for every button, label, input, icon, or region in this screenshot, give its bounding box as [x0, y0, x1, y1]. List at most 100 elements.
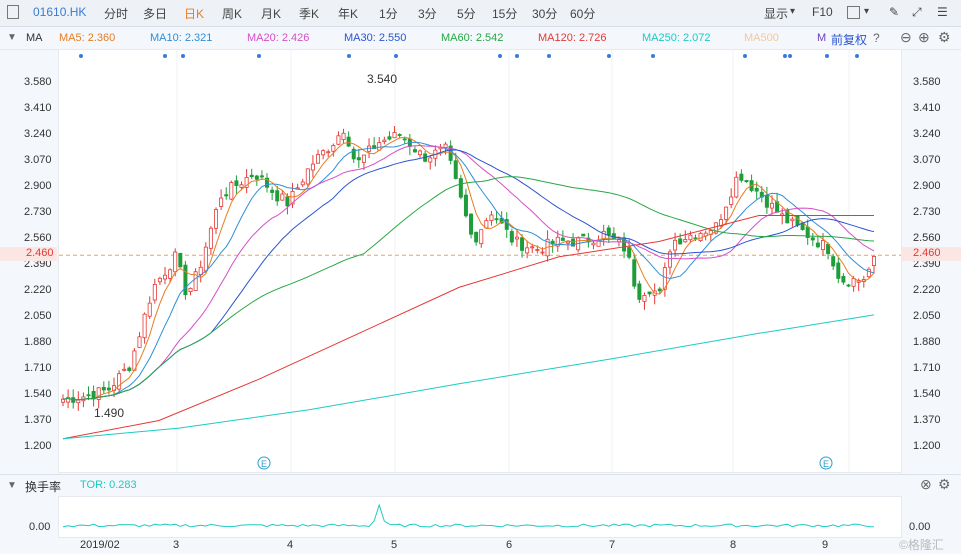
- tab-intraday[interactable]: 分时: [104, 7, 129, 21]
- display-menu[interactable]: 显示: [764, 7, 789, 21]
- tab-weekly-k[interactable]: 周K: [222, 7, 243, 21]
- ma-line: [62, 144, 875, 401]
- candle-body: [122, 368, 127, 371]
- candle-body: [157, 277, 162, 283]
- help-icon[interactable]: ?: [873, 31, 880, 45]
- candle-body: [540, 251, 545, 254]
- tab-5min[interactable]: 5分: [457, 7, 476, 21]
- candle-body: [693, 237, 698, 240]
- turnover-line: [62, 503, 875, 528]
- expand-icon[interactable]: ⤢: [912, 5, 922, 19]
- candle-body: [866, 268, 871, 278]
- ma-more-value: M: [817, 32, 827, 44]
- candle-body: [336, 135, 341, 145]
- candle-body: [259, 175, 264, 178]
- tab-monthly-k[interactable]: 月K: [261, 7, 282, 21]
- price-tick: 1.880: [24, 336, 52, 348]
- price-tick: 3.410: [24, 102, 52, 114]
- pencil-icon[interactable]: ✎: [889, 5, 900, 19]
- turnover-tick-right: 0.00: [909, 521, 931, 533]
- more-icon[interactable]: ☰: [937, 5, 948, 19]
- collapse-icon[interactable]: ▼: [7, 32, 17, 43]
- event-dot: [394, 54, 398, 58]
- close-icon[interactable]: ⊗: [920, 476, 932, 492]
- x-label: 7: [609, 539, 616, 551]
- tab-quarterly-k[interactable]: 季K: [299, 7, 320, 21]
- candle-body: [163, 274, 168, 280]
- candle-body: [764, 194, 769, 208]
- candle-body: [61, 398, 66, 403]
- candle-body: [851, 278, 856, 287]
- chevron-down-icon[interactable]: ▾: [864, 6, 870, 17]
- tab-1min[interactable]: 1分: [379, 7, 398, 21]
- tab-15min[interactable]: 15分: [492, 7, 518, 21]
- sidebar-toggle-icon[interactable]: [7, 5, 19, 19]
- adjust-button[interactable]: 前复权: [831, 33, 868, 47]
- candle-body: [729, 196, 734, 205]
- candle-body: [275, 190, 280, 202]
- candle-body: [509, 231, 514, 243]
- price-tick: 2.900: [24, 180, 52, 192]
- candle-body: [739, 173, 744, 181]
- price-tick: 3.070: [913, 154, 941, 166]
- candle-body: [571, 238, 576, 247]
- checkbox-icon[interactable]: [847, 6, 860, 19]
- candle-body: [836, 262, 841, 279]
- candle-body: [463, 194, 468, 217]
- candle-body: [831, 256, 836, 267]
- candle-body: [356, 157, 361, 161]
- candle-body: [173, 251, 178, 273]
- candle-body: [535, 249, 540, 251]
- candle-body: [346, 136, 351, 147]
- gear-icon[interactable]: ⚙: [938, 29, 951, 45]
- candle-body: [759, 191, 764, 198]
- price-tick: 3.240: [24, 128, 52, 140]
- candle-body: [627, 247, 632, 258]
- e-marker-icon[interactable]: [257, 456, 271, 470]
- ma-line: [62, 141, 875, 401]
- turnover-chart[interactable]: [58, 496, 902, 538]
- event-dot: [825, 54, 829, 58]
- e-marker-icon[interactable]: [819, 456, 833, 470]
- candle-body: [412, 149, 417, 153]
- candle-body: [265, 177, 270, 188]
- turnover-title[interactable]: 换手率: [25, 480, 62, 494]
- candle-body: [581, 233, 586, 237]
- minus-circle-icon[interactable]: ⊖: [900, 29, 912, 45]
- candle-body: [392, 132, 397, 139]
- candle-body: [96, 387, 101, 400]
- tab-daily-k[interactable]: 日K: [184, 7, 205, 21]
- price-tick: 3.580: [913, 76, 941, 88]
- collapse-icon[interactable]: ▼: [7, 480, 17, 491]
- candle-body: [224, 194, 229, 197]
- price-tick: 1.200: [24, 440, 52, 452]
- f10-button[interactable]: F10: [812, 5, 833, 19]
- candle-body: [254, 175, 259, 180]
- candle-body: [688, 234, 693, 241]
- candle-body: [341, 132, 346, 141]
- gear-icon[interactable]: ⚙: [938, 476, 951, 492]
- candle-body: [815, 242, 820, 248]
- candle-body: [469, 213, 474, 235]
- ma-label[interactable]: MA: [26, 32, 43, 44]
- event-dot: [607, 54, 611, 58]
- chevron-down-icon[interactable]: ▾: [790, 6, 796, 17]
- candle-body: [647, 291, 652, 295]
- tab-30min[interactable]: 30分: [532, 7, 558, 21]
- price-tick: 1.880: [913, 336, 941, 348]
- plus-circle-icon[interactable]: ⊕: [918, 29, 930, 45]
- x-label: 6: [506, 539, 513, 551]
- tab-60min[interactable]: 60分: [570, 7, 596, 21]
- tab-multiday[interactable]: 多日: [143, 7, 168, 21]
- candle-body: [305, 168, 310, 185]
- tab-3min[interactable]: 3分: [418, 7, 437, 21]
- ma30-value: MA30: 2.550: [344, 32, 407, 44]
- price-tick: 1.710: [913, 362, 941, 374]
- candle-body: [101, 386, 106, 391]
- candle-body: [295, 187, 300, 190]
- tab-yearly-k[interactable]: 年K: [338, 7, 359, 21]
- candle-body: [76, 399, 81, 404]
- candle-body: [718, 219, 723, 227]
- candle-body: [142, 313, 147, 339]
